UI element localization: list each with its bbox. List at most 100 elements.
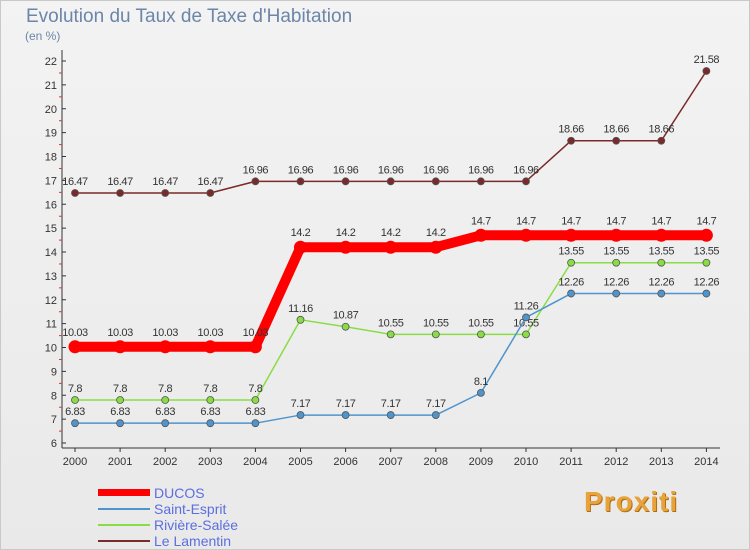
data-label-saint-esprit: 12.26: [603, 277, 629, 289]
legend-item-riviere-salee: Rivière-Salée: [98, 517, 318, 534]
data-label-riviere-salee: 13.55: [558, 246, 584, 258]
data-label-ducos: 10.03: [243, 327, 269, 339]
legend-label-le-lamentin: Le Lamentin: [154, 533, 232, 549]
data-point-le-lamentin: [431, 177, 440, 186]
data-point-ducos: [609, 228, 623, 242]
x-tick-label: 2013: [649, 456, 673, 468]
data-point-ducos: [654, 228, 668, 242]
data-point-le-lamentin: [567, 136, 575, 145]
data-point-saint-esprit: [71, 419, 79, 428]
data-label-saint-esprit: 7.17: [291, 398, 311, 410]
data-label-saint-esprit: 12.26: [649, 277, 675, 289]
data-point-saint-esprit: [296, 411, 305, 419]
legend-label-ducos: DUCOS: [154, 485, 205, 501]
data-point-saint-esprit: [702, 289, 711, 298]
y-tick-label: 13: [45, 271, 57, 283]
data-label-riviere-salee: 10.55: [468, 317, 494, 329]
data-label-ducos: 14.7: [471, 215, 491, 227]
data-label-saint-esprit: 6.83: [245, 406, 265, 418]
data-label-le-lamentin: 16.96: [513, 164, 539, 176]
x-tick-label: 2009: [469, 456, 493, 468]
y-tick-label: 11: [46, 319, 57, 331]
data-label-riviere-salee: 7.8: [203, 383, 217, 395]
y-tick-label: 6: [51, 438, 57, 450]
data-label-saint-esprit: 11.26: [514, 300, 539, 312]
data-point-riviere-salee: [702, 258, 711, 267]
data-point-le-lamentin: [522, 177, 530, 186]
data-label-ducos: 10.03: [152, 327, 178, 339]
data-point-le-lamentin: [702, 67, 711, 75]
legend-label-riviere-salee: Rivière-Salée: [154, 517, 239, 533]
x-tick-label: 2002: [153, 456, 177, 468]
legend-item-ducos: DUCOS: [98, 485, 318, 502]
data-label-saint-esprit: 12.26: [694, 277, 720, 289]
x-tick-label: 2010: [514, 456, 538, 468]
y-tick-label: 12: [45, 295, 57, 307]
y-axis-unit-label: (en %): [25, 29, 61, 43]
data-point-riviere-salee: [71, 396, 79, 404]
data-label-le-lamentin: 16.96: [378, 164, 404, 176]
data-label-riviere-salee: 10.55: [378, 317, 404, 329]
data-label-riviere-salee: 7.8: [68, 383, 82, 395]
data-point-saint-esprit: [341, 411, 350, 419]
x-tick-label: 2008: [424, 456, 448, 468]
data-label-riviere-salee: 13.55: [649, 246, 675, 258]
data-label-le-lamentin: 16.47: [62, 176, 88, 188]
data-point-saint-esprit: [657, 289, 666, 298]
data-label-saint-esprit: 6.83: [110, 406, 130, 418]
data-point-le-lamentin: [206, 189, 215, 197]
data-point-riviere-salee: [116, 396, 124, 404]
chart-title: Evolution du Taux de Taxe d'Habitation: [26, 6, 353, 27]
data-label-ducos: 14.7: [651, 215, 671, 227]
data-label-ducos: 14.7: [561, 215, 581, 227]
y-tick-label: 14: [45, 247, 57, 259]
data-label-riviere-salee: 13.55: [603, 246, 629, 258]
data-point-ducos: [68, 340, 82, 354]
data-label-le-lamentin: 16.96: [468, 164, 494, 176]
y-tick-label: 18: [45, 152, 57, 164]
data-label-ducos: 10.03: [198, 327, 224, 339]
data-point-riviere-salee: [251, 396, 260, 404]
data-point-saint-esprit: [476, 388, 485, 397]
x-tick-label: 2005: [288, 456, 312, 468]
legend-swatch-riviere-salee: [98, 524, 150, 526]
data-label-ducos: 14.2: [426, 227, 446, 239]
data-label-saint-esprit: 8.1: [474, 376, 488, 388]
data-label-ducos: 10.03: [62, 327, 88, 339]
data-label-ducos: 14.2: [291, 227, 311, 239]
x-tick-label: 2004: [243, 456, 267, 468]
data-point-riviere-salee: [386, 330, 395, 339]
data-point-saint-esprit: [431, 411, 440, 419]
data-point-riviere-salee: [431, 330, 440, 339]
data-label-saint-esprit: 12.26: [558, 277, 584, 289]
data-label-riviere-salee: 7.8: [113, 383, 127, 395]
data-point-riviere-salee: [567, 258, 575, 267]
x-tick-label: 2001: [108, 456, 132, 468]
legend-label-saint-esprit: Saint-Esprit: [154, 501, 227, 517]
data-point-le-lamentin: [341, 177, 350, 186]
data-point-saint-esprit: [567, 289, 575, 298]
data-point-saint-esprit: [522, 313, 530, 322]
data-point-saint-esprit: [116, 419, 124, 428]
data-point-le-lamentin: [71, 189, 79, 197]
data-point-riviere-salee: [206, 396, 215, 404]
data-point-le-lamentin: [476, 177, 485, 186]
data-point-ducos: [564, 228, 578, 242]
x-tick-label: 2007: [378, 456, 402, 468]
y-tick-label: 20: [45, 104, 57, 116]
data-point-saint-esprit: [251, 419, 260, 428]
data-point-riviere-salee: [476, 330, 485, 339]
data-label-saint-esprit: 7.17: [426, 398, 446, 410]
data-label-riviere-salee: 13.55: [694, 246, 720, 258]
x-tick-label: 2014: [694, 456, 718, 468]
x-tick-label: 2000: [63, 456, 87, 468]
data-label-ducos: 10.03: [107, 327, 133, 339]
data-label-le-lamentin: 21.58: [694, 54, 720, 66]
data-point-riviere-salee: [296, 315, 305, 324]
legend: DUCOS Saint-Esprit Rivière-Salée Le Lame…: [98, 485, 318, 550]
legend-item-saint-esprit: Saint-Esprit: [98, 501, 318, 518]
data-point-le-lamentin: [251, 177, 260, 186]
data-point-le-lamentin: [386, 177, 395, 186]
data-label-riviere-salee: 7.8: [248, 383, 262, 395]
